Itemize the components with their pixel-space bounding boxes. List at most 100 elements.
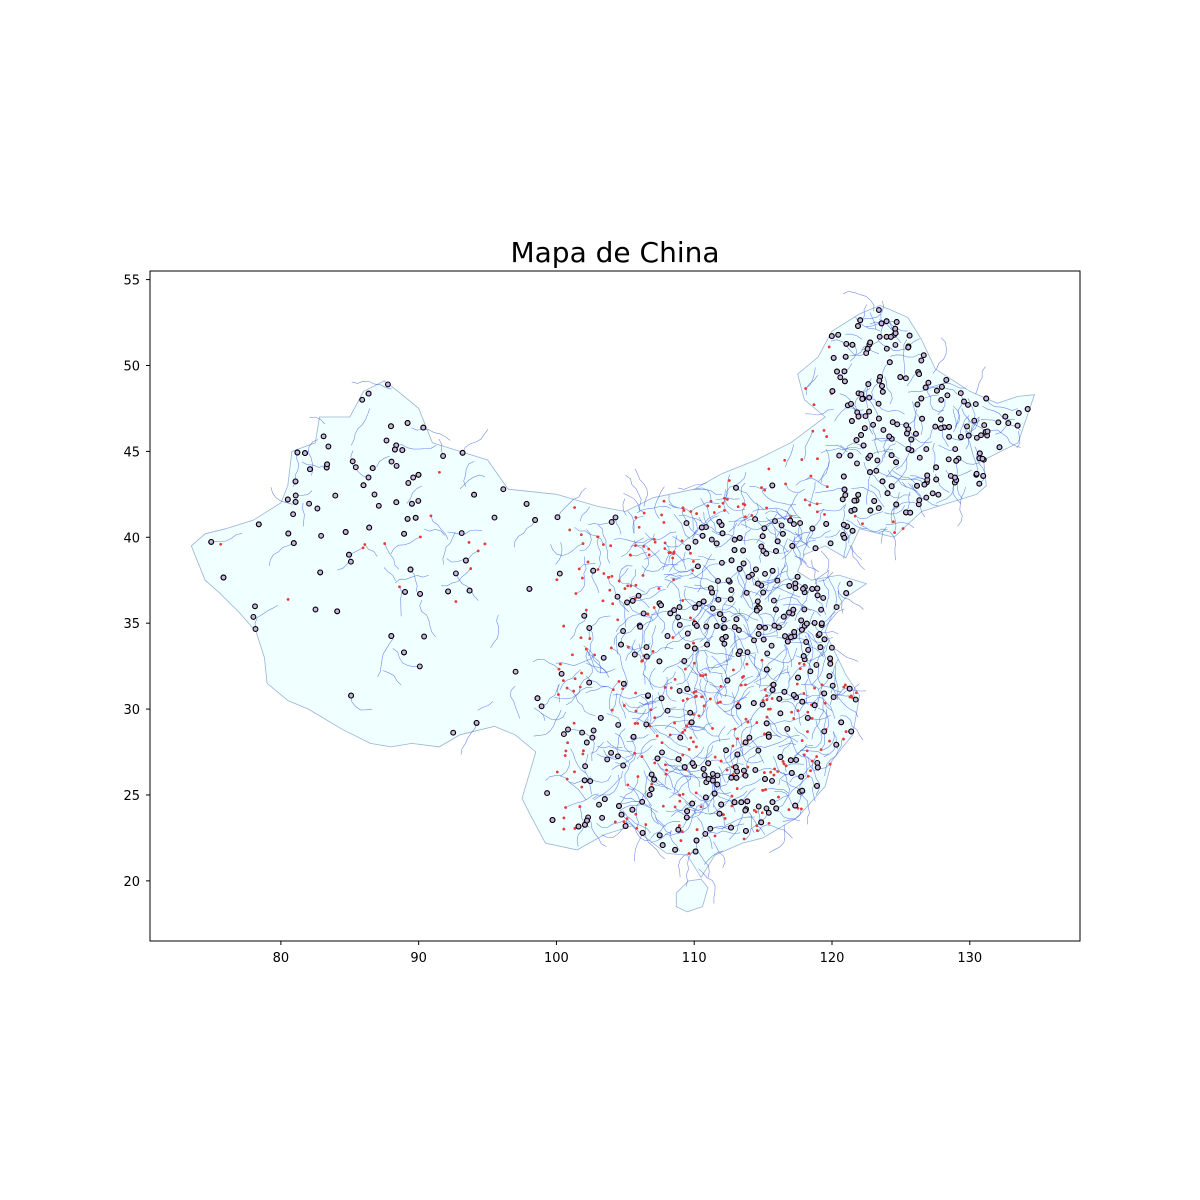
river-line <box>694 649 735 658</box>
city-marker <box>883 318 890 325</box>
city-marker <box>491 514 498 521</box>
river-line <box>819 608 845 635</box>
river-line <box>711 655 728 681</box>
station-point <box>219 543 222 546</box>
city-marker <box>973 470 980 477</box>
river-line <box>686 805 705 818</box>
river-line <box>733 728 738 747</box>
river-line <box>794 791 806 806</box>
station-point <box>616 618 619 622</box>
river-line <box>566 687 596 717</box>
station-point <box>608 588 612 592</box>
city-marker <box>713 623 720 630</box>
river-line <box>845 519 868 529</box>
river-line <box>803 431 814 460</box>
station-point <box>892 520 895 523</box>
river-line <box>869 484 881 498</box>
station-point <box>803 498 807 502</box>
station-point <box>764 688 767 691</box>
river-line <box>596 535 602 570</box>
river-line <box>668 504 694 531</box>
y-tick-label: 25 <box>123 789 140 804</box>
river-line <box>961 408 987 434</box>
city-marker <box>953 457 960 464</box>
river-line <box>775 587 796 624</box>
station-point <box>629 584 633 588</box>
city-marker <box>393 499 400 506</box>
river-line <box>908 482 921 497</box>
city-marker <box>415 471 422 478</box>
river-line <box>748 735 782 745</box>
river-line <box>337 547 364 571</box>
river-line <box>830 339 867 356</box>
city-marker <box>604 756 611 763</box>
city-marker <box>835 331 842 338</box>
river-line <box>761 621 788 635</box>
river-line <box>721 790 748 805</box>
river-line <box>827 569 837 610</box>
station-point <box>803 753 806 757</box>
city-marker <box>715 577 721 584</box>
city-marker <box>795 674 801 681</box>
city-marker <box>659 842 666 849</box>
city-marker <box>878 320 885 327</box>
station-point <box>770 697 774 700</box>
city-marker <box>762 776 768 782</box>
station-point <box>568 528 571 532</box>
river-line <box>774 790 797 808</box>
river-line <box>851 486 885 508</box>
river-line <box>855 511 884 520</box>
city-marker <box>770 681 777 688</box>
station-point <box>816 510 819 514</box>
city-marker <box>866 394 873 401</box>
city-marker <box>786 582 793 589</box>
city-marker <box>818 606 825 613</box>
river-line <box>967 398 976 421</box>
city-marker <box>789 542 796 549</box>
station-point <box>736 505 740 509</box>
river-line <box>849 345 858 362</box>
station-point <box>802 663 806 666</box>
city-marker <box>284 496 291 503</box>
river-line <box>510 685 520 719</box>
city-marker <box>404 420 411 426</box>
station-point <box>765 715 769 719</box>
city-marker <box>755 631 762 637</box>
station-point <box>811 429 815 433</box>
river-line <box>805 409 834 416</box>
city-marker <box>736 535 743 541</box>
river-line <box>785 665 807 693</box>
city-marker <box>452 570 459 577</box>
city-marker <box>769 777 775 784</box>
river-line <box>633 832 643 862</box>
station-point <box>673 721 676 725</box>
city-marker <box>250 613 257 620</box>
axes-frame <box>149 270 1081 942</box>
city-marker <box>252 626 259 632</box>
x-tick-label: 130 <box>957 951 982 966</box>
city-marker <box>681 658 688 664</box>
river-line <box>612 692 618 711</box>
city-marker <box>1002 413 1009 420</box>
river-line <box>668 535 678 563</box>
city-marker <box>1015 410 1022 416</box>
station-point <box>792 717 795 720</box>
city-marker <box>964 423 970 430</box>
station-point <box>806 730 809 733</box>
river-line <box>710 658 732 670</box>
city-marker <box>728 824 734 831</box>
city-marker <box>722 633 729 640</box>
river-line <box>667 733 685 739</box>
station-point <box>701 674 705 677</box>
station-point <box>699 674 702 677</box>
city-marker <box>614 593 621 600</box>
river-line <box>575 556 587 594</box>
city-marker <box>556 570 563 577</box>
station-point <box>693 661 696 665</box>
station-point <box>828 739 831 743</box>
river-line <box>745 822 762 840</box>
river-line <box>805 635 810 658</box>
river-line <box>889 354 925 358</box>
station-point <box>800 739 804 742</box>
station-point <box>760 658 764 662</box>
